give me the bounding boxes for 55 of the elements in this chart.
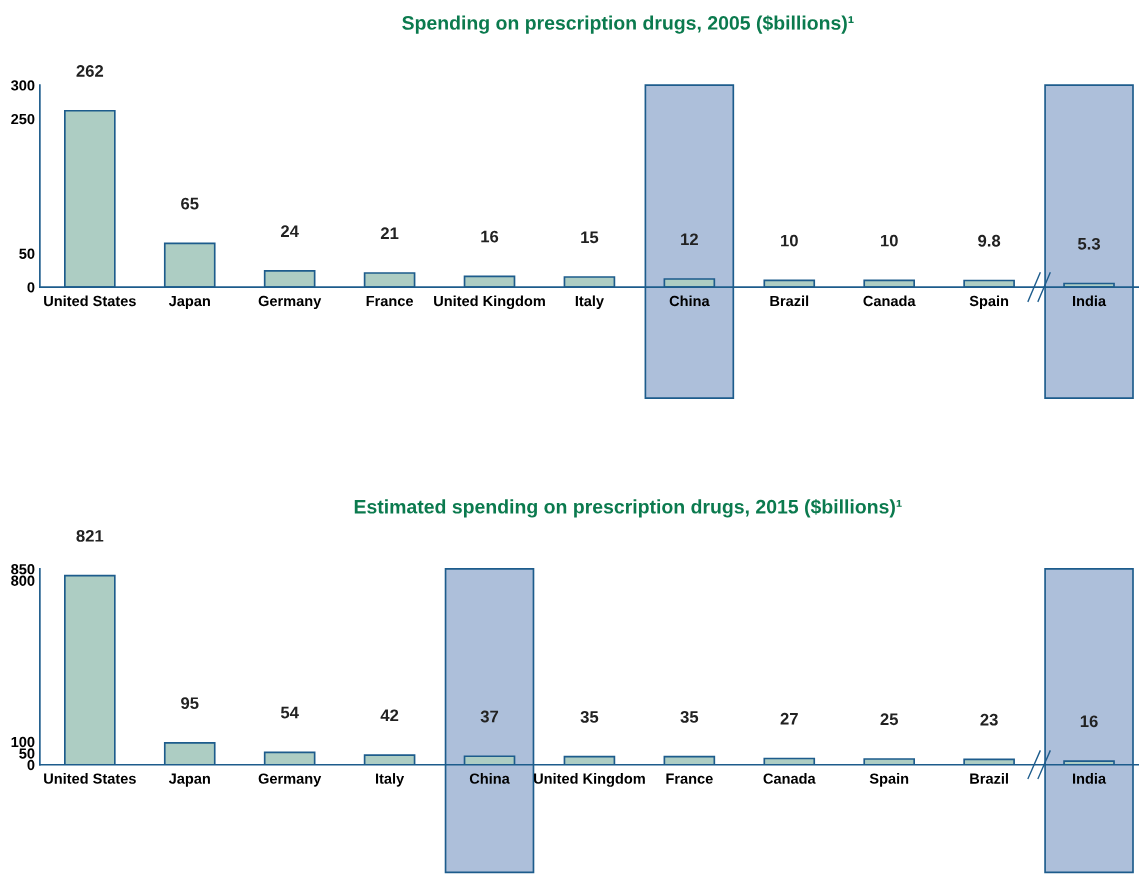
x-tick-label: United Kingdom xyxy=(434,295,545,310)
data-label: 54 xyxy=(280,706,299,719)
x-tick-label: China xyxy=(669,295,710,307)
x-tick-label: Brazil xyxy=(770,295,809,307)
data-label: 821 xyxy=(76,529,104,542)
y-tick-label: 850 xyxy=(11,564,35,575)
data-label: 42 xyxy=(380,709,399,722)
x-tick-label: Canada xyxy=(863,295,916,307)
x-tick-label: Japan xyxy=(168,295,210,310)
x-tick-label: Germany xyxy=(258,295,322,310)
x-tick-label: France xyxy=(666,773,713,784)
y-tick-label: 800 xyxy=(11,575,35,586)
chart-title: Spending on prescription drugs, 2005 ($billions)¹ xyxy=(402,15,854,34)
x-tick-label: India xyxy=(1073,773,1107,784)
data-label: 21 xyxy=(380,227,399,239)
y-tick-label: 100 xyxy=(11,736,35,748)
x-tick-label: Canada xyxy=(763,773,816,784)
x-tick-label: Italy xyxy=(575,295,604,310)
data-label: 35 xyxy=(680,711,699,723)
x-tick-label: India xyxy=(1073,295,1107,307)
x-tick-label: United States xyxy=(44,295,136,307)
y-tick-label: 0 xyxy=(27,759,35,771)
data-label: 15 xyxy=(581,231,599,244)
data-label: 37 xyxy=(480,710,499,723)
x-tick-label: United States xyxy=(44,773,136,784)
data-label: 16 xyxy=(481,230,499,243)
x-tick-label: France xyxy=(366,295,414,307)
y-tick-label: 50 xyxy=(19,748,35,759)
y-tick-label: 0 xyxy=(27,282,35,293)
data-label: 23 xyxy=(980,713,998,726)
data-label: 16 xyxy=(1080,715,1098,728)
data-label: 35 xyxy=(580,711,599,723)
data-label: 25 xyxy=(880,713,898,726)
x-tick-label: United Kingdom xyxy=(534,773,645,787)
x-tick-label: Spain xyxy=(869,773,909,787)
data-label: 5.3 xyxy=(1077,237,1101,250)
y-tick-label: 300 xyxy=(11,80,35,91)
y-tick-label: 250 xyxy=(11,113,35,125)
data-label: 65 xyxy=(181,197,199,210)
data-label: 262 xyxy=(76,65,104,77)
x-tick-label: China xyxy=(469,773,510,784)
data-label: 27 xyxy=(780,712,798,725)
x-tick-label: Italy xyxy=(375,773,405,787)
chart-title: Estimated spending on prescription drugs, 2015 ($billions)¹ xyxy=(354,498,902,518)
data-label: 10 xyxy=(880,234,898,247)
x-tick-label: Germany xyxy=(258,773,322,787)
data-label: 9.8 xyxy=(978,234,1001,247)
data-label: 95 xyxy=(181,697,199,710)
x-tick-label: Spain xyxy=(969,295,1009,310)
x-tick-label: Brazil xyxy=(970,773,1008,784)
data-label: 10 xyxy=(781,234,798,247)
y-tick-label: 50 xyxy=(19,248,35,259)
x-tick-label: Japan xyxy=(168,773,210,787)
data-label: 24 xyxy=(280,225,299,237)
data-label: 12 xyxy=(681,233,698,246)
